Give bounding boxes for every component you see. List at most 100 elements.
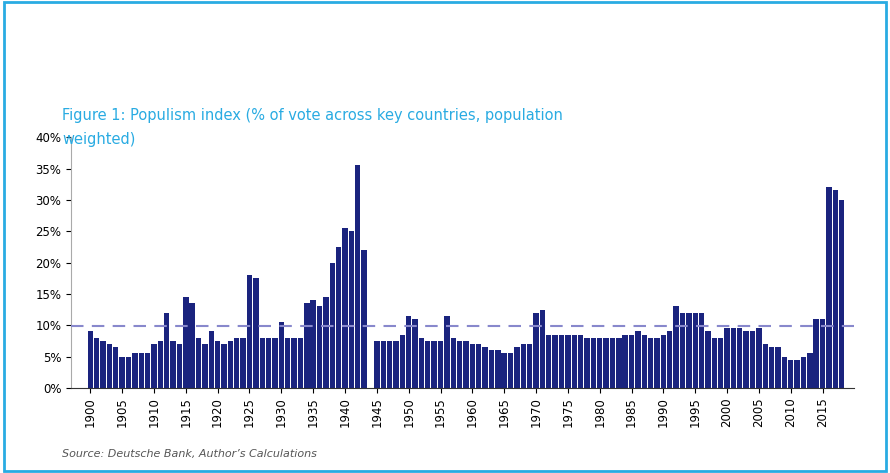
Bar — [101, 341, 106, 388]
Bar — [527, 344, 532, 388]
Bar — [718, 338, 724, 388]
Bar — [674, 307, 679, 388]
Bar — [343, 228, 348, 388]
Bar — [781, 357, 787, 388]
Bar — [705, 332, 710, 388]
Bar — [699, 313, 704, 388]
Bar — [228, 341, 233, 388]
Bar — [170, 341, 176, 388]
Bar — [635, 332, 641, 388]
Bar — [648, 338, 653, 388]
Bar — [508, 353, 514, 388]
Bar — [119, 357, 125, 388]
Bar — [438, 341, 443, 388]
Bar — [260, 338, 265, 388]
Bar — [222, 344, 227, 388]
Bar — [247, 275, 252, 388]
Bar — [464, 341, 469, 388]
Bar — [158, 341, 163, 388]
Bar — [355, 166, 360, 388]
Bar — [553, 334, 558, 388]
Bar — [412, 319, 417, 388]
Bar — [361, 250, 367, 388]
Bar — [387, 341, 392, 388]
Bar — [418, 338, 425, 388]
Bar — [323, 297, 328, 388]
Bar — [769, 347, 774, 388]
Bar — [514, 347, 520, 388]
Bar — [489, 350, 494, 388]
Bar — [470, 344, 475, 388]
Bar — [622, 334, 627, 388]
Bar — [801, 357, 806, 388]
Bar — [145, 353, 150, 388]
Bar — [788, 359, 793, 388]
Bar — [107, 344, 112, 388]
Bar — [406, 316, 411, 388]
Bar — [279, 322, 284, 388]
Bar — [336, 247, 342, 388]
Text: weighted): weighted) — [62, 131, 135, 147]
Bar — [196, 338, 201, 388]
Bar — [208, 332, 214, 388]
Bar — [311, 300, 316, 388]
Bar — [444, 316, 449, 388]
Bar — [183, 297, 189, 388]
Bar — [839, 200, 845, 388]
Bar — [813, 319, 819, 388]
Bar — [832, 191, 838, 388]
Bar — [749, 332, 756, 388]
Bar — [240, 338, 246, 388]
Bar — [533, 313, 538, 388]
Bar — [826, 187, 831, 388]
Bar — [164, 313, 169, 388]
Bar — [234, 338, 239, 388]
Bar — [457, 341, 462, 388]
Bar — [603, 338, 609, 388]
Bar — [450, 338, 456, 388]
Bar — [476, 344, 481, 388]
Bar — [94, 338, 100, 388]
Bar — [775, 347, 781, 388]
Bar — [133, 353, 138, 388]
Bar — [304, 303, 310, 388]
Bar — [654, 338, 659, 388]
Bar — [139, 353, 144, 388]
Bar — [795, 359, 800, 388]
Bar — [686, 313, 692, 388]
Bar — [329, 263, 335, 388]
Bar — [629, 334, 635, 388]
Bar — [125, 357, 131, 388]
Bar — [578, 334, 583, 388]
Bar — [597, 338, 603, 388]
Bar — [743, 332, 748, 388]
Bar — [680, 313, 685, 388]
Bar — [266, 338, 271, 388]
Bar — [571, 334, 577, 388]
Bar — [374, 341, 379, 388]
Bar — [559, 334, 564, 388]
Bar — [756, 328, 762, 388]
Bar — [253, 278, 259, 388]
Bar — [151, 344, 157, 388]
Bar — [820, 319, 825, 388]
Bar — [432, 341, 437, 388]
Bar — [731, 328, 736, 388]
Bar — [610, 338, 615, 388]
Bar — [400, 334, 405, 388]
Bar — [113, 347, 118, 388]
Bar — [724, 328, 730, 388]
Bar — [215, 341, 221, 388]
Bar — [807, 353, 813, 388]
Bar — [521, 344, 526, 388]
Bar — [285, 338, 290, 388]
Bar — [272, 338, 278, 388]
Bar — [393, 341, 399, 388]
Bar — [202, 344, 207, 388]
Bar — [591, 338, 596, 388]
Bar — [381, 341, 386, 388]
Bar — [349, 231, 354, 388]
Bar — [546, 334, 552, 388]
Bar — [87, 332, 93, 388]
Bar — [660, 334, 666, 388]
